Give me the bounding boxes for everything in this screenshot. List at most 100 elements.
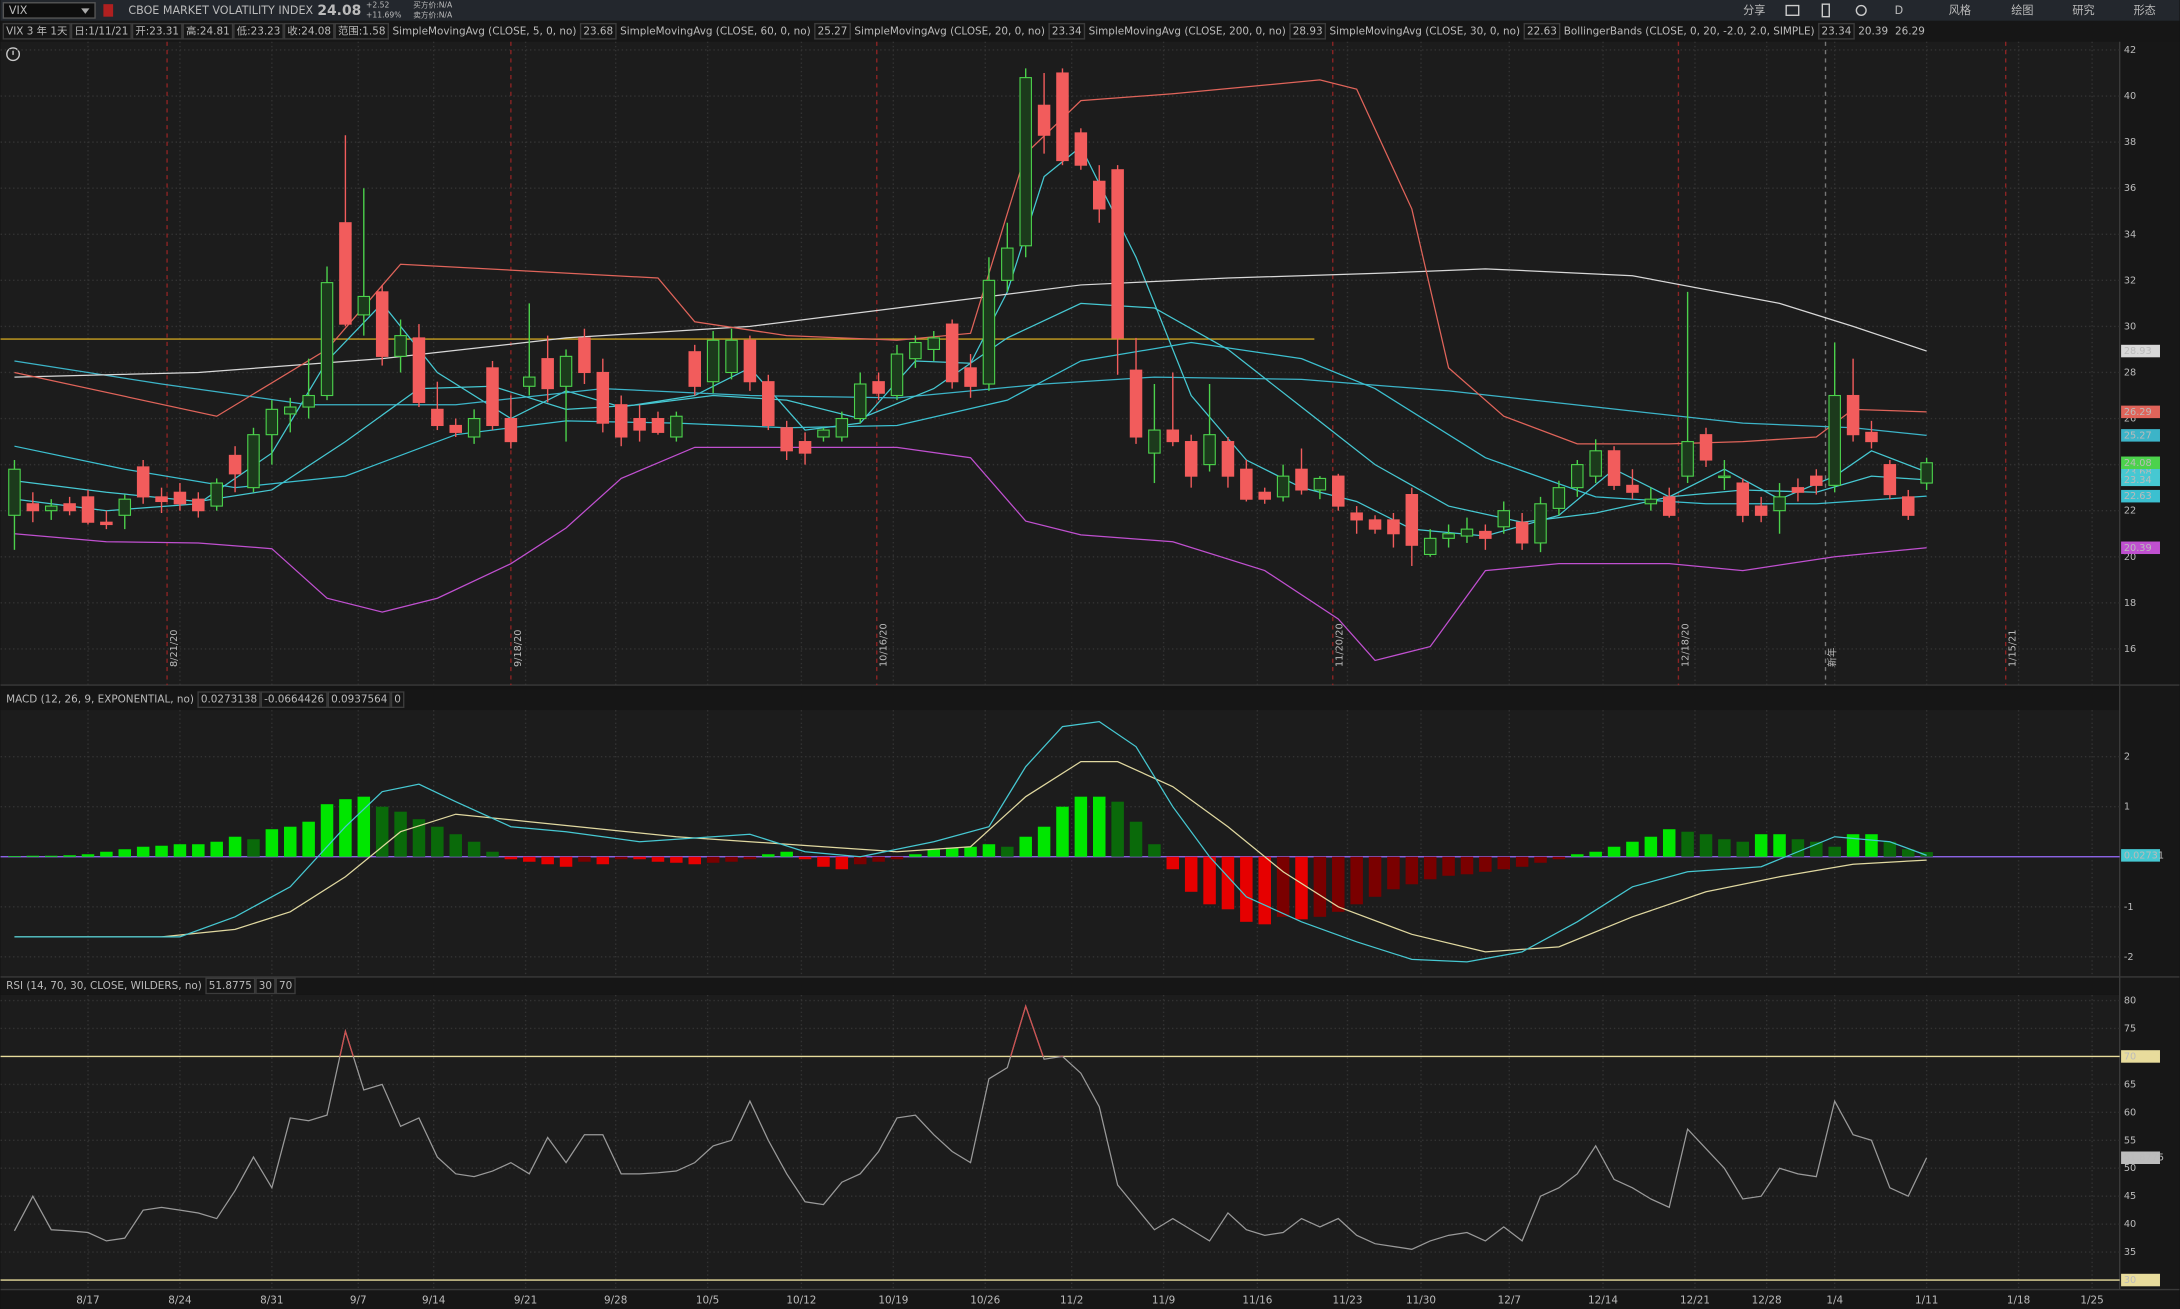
histogram-bar xyxy=(1552,856,1566,860)
quote-field: 开:23.31 xyxy=(135,25,179,37)
histogram-bar xyxy=(467,841,481,857)
expiration-label: 11/20/20 xyxy=(1335,623,1346,667)
candle-body xyxy=(1479,530,1492,539)
histogram-bar xyxy=(1846,834,1860,857)
histogram-bar xyxy=(412,819,426,857)
histogram-bar xyxy=(982,844,996,857)
histogram-bar xyxy=(1571,854,1584,857)
x-tick-label: 12/14 xyxy=(1588,1295,1618,1307)
histogram-bar xyxy=(1515,856,1529,867)
x-tick-label: 11/9 xyxy=(1152,1295,1175,1307)
expiration-label: 1/15/21 xyxy=(2008,630,2019,667)
study-value: 28.93 xyxy=(1293,25,1323,37)
plot-layer: 1618202224262830323436384042-2-112354045… xyxy=(0,22,2180,1307)
study-name: SimpleMovingAvg (CLOSE, 30, 0, no) xyxy=(1330,25,1521,37)
histogram-bar xyxy=(541,856,554,865)
axis-tag: 51.8775 xyxy=(2121,1151,2164,1164)
y-tick-label: 28 xyxy=(2124,367,2136,378)
candle-body xyxy=(596,371,610,424)
candle-body xyxy=(1534,503,1547,544)
x-tick-label: 10/26 xyxy=(970,1295,1000,1307)
histogram-bar xyxy=(596,856,610,865)
axis-tag-box xyxy=(2121,429,2160,442)
toolbar-style[interactable]: 风格 xyxy=(1949,3,1971,17)
histogram-bar xyxy=(81,854,95,857)
histogram-bar xyxy=(1295,856,1308,920)
histogram-bar xyxy=(8,856,21,857)
legend-box xyxy=(1818,22,1855,40)
link-square[interactable] xyxy=(103,4,114,17)
histogram-bar xyxy=(1865,834,1878,857)
toolbar-studies[interactable]: 研究 xyxy=(2072,3,2094,17)
candle-body xyxy=(357,295,371,316)
bollinger-lower xyxy=(14,446,1927,662)
toolbar-share[interactable]: 分享 xyxy=(1743,3,1765,17)
histogram-bar xyxy=(1387,856,1400,890)
toolbar-icon[interactable] xyxy=(1855,4,1867,16)
histogram-bar xyxy=(1773,834,1786,857)
x-tick-label: 8/24 xyxy=(168,1295,192,1307)
toolbar-icon[interactable] xyxy=(1821,3,1830,18)
toolbar-aggregation[interactable]: D xyxy=(1895,4,1904,17)
legend-box xyxy=(2,22,71,40)
histogram-bar xyxy=(762,854,775,857)
histogram-bar xyxy=(155,845,168,857)
legend-box xyxy=(182,22,234,40)
study-value: 25.27 xyxy=(818,25,848,37)
histogram-bar xyxy=(1681,831,1694,857)
histogram-bar xyxy=(670,856,683,863)
histogram-bar xyxy=(1883,841,1897,857)
candle-body xyxy=(26,503,40,512)
dropdown-arrow[interactable] xyxy=(81,8,90,14)
candle-body xyxy=(247,434,260,489)
candle-body xyxy=(725,339,738,374)
histogram-bar xyxy=(1001,846,1014,857)
histogram-bar xyxy=(890,856,904,860)
histogram-bar xyxy=(1313,856,1327,917)
candle-body xyxy=(1332,475,1345,507)
candle-body xyxy=(1497,510,1511,528)
toolbar-patterns[interactable]: 形态 xyxy=(2134,4,2156,17)
axis-tag: 70 xyxy=(2121,1050,2160,1063)
alert-icon[interactable] xyxy=(6,47,21,62)
symbol[interactable]: VIX xyxy=(9,4,28,17)
study-value: 0.0937564 xyxy=(331,694,388,706)
study-name: SimpleMovingAvg (CLOSE, 200, 0, no) xyxy=(1089,25,1286,37)
symbol-input[interactable] xyxy=(2,2,96,19)
axis-tag-label: 30 xyxy=(2124,1275,2136,1286)
rsi-header xyxy=(0,976,2180,995)
legend-box xyxy=(1289,22,1327,40)
y-tick-label: 35 xyxy=(2124,1247,2136,1258)
candle-body xyxy=(1423,537,1437,556)
candle-body xyxy=(614,404,628,438)
y-tick-label: 40 xyxy=(2124,1219,2136,1230)
candle-body xyxy=(1460,528,1474,537)
candle-body xyxy=(927,337,941,350)
expiration-label: 10/16/20 xyxy=(879,623,890,667)
toolbar-drawing[interactable]: 绘图 xyxy=(2011,3,2033,17)
candle-body xyxy=(467,417,481,438)
histogram-bar xyxy=(339,799,352,857)
toolbar-icon[interactable] xyxy=(1785,4,1800,16)
candle-body xyxy=(228,454,242,475)
candle-body xyxy=(1240,468,1253,500)
info-bar xyxy=(0,20,2180,42)
candle-body xyxy=(853,383,867,420)
histogram-bar xyxy=(1920,852,1933,857)
candle-body xyxy=(578,337,591,374)
candle-body xyxy=(44,505,58,512)
candle-body xyxy=(945,323,959,383)
y-tick-label: 34 xyxy=(2124,229,2136,240)
axis-tag: 28.93 xyxy=(2121,344,2160,358)
x-tick-label: 11/23 xyxy=(1332,1295,1362,1307)
quote-field: 低:23.23 xyxy=(237,24,281,37)
candle-body xyxy=(541,358,554,390)
histogram-bar xyxy=(1276,856,1290,917)
candle-body xyxy=(1221,441,1235,477)
candle-body xyxy=(743,339,757,383)
candle-body xyxy=(890,353,904,397)
histogram-bar xyxy=(1258,856,1271,925)
axis-tag: 25.27 xyxy=(2121,429,2160,442)
y-tick-label: 16 xyxy=(2124,644,2136,655)
